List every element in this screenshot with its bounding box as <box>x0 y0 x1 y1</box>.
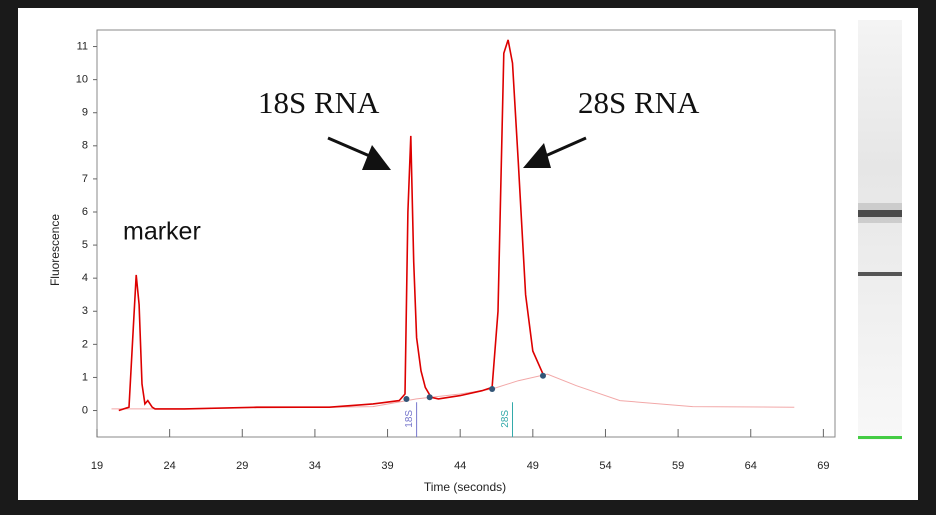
x-axis-label: Time (seconds) <box>424 480 506 494</box>
y-tick-label: 0 <box>82 404 88 416</box>
x-tick-label: 44 <box>454 460 466 472</box>
y-tick-label: 6 <box>82 206 88 218</box>
x-tick-label: 49 <box>527 460 539 472</box>
gel-marker-band <box>858 436 902 439</box>
y-axis-label: Fluorescence <box>48 214 62 286</box>
peak-bound <box>427 394 433 400</box>
y-tick-label: 9 <box>82 107 88 119</box>
y-tick-label: 3 <box>82 305 88 317</box>
x-tick-label: 69 <box>817 460 829 472</box>
annotation: marker <box>123 218 201 246</box>
gel-lane <box>858 20 902 440</box>
x-tick-label: 29 <box>236 460 248 472</box>
peak-bound <box>489 386 495 392</box>
gel-band <box>858 272 902 276</box>
x-tick-label: 39 <box>381 460 393 472</box>
y-tick-label: 11 <box>77 40 88 52</box>
annotation: 28S RNA <box>578 85 700 120</box>
peak-bound <box>540 373 546 379</box>
y-tick-label: 2 <box>82 338 88 350</box>
page: {"chart_data": {"type": "line", "xlabel"… <box>0 0 936 510</box>
x-tick-label: 59 <box>672 460 684 472</box>
x-tick-label: 34 <box>309 460 321 472</box>
y-tick-label: 4 <box>82 272 88 284</box>
y-tick-label: 1 <box>82 371 88 383</box>
peak-label: 18S <box>404 410 415 428</box>
x-tick-label: 24 <box>164 460 176 472</box>
x-tick-label: 64 <box>745 460 757 472</box>
peak-label: 28S <box>500 410 511 428</box>
panel <box>18 8 918 500</box>
y-tick-label: 10 <box>76 74 88 86</box>
peak-bound <box>403 396 409 402</box>
chart: 01234567891011192429343944495459646918S2… <box>0 0 936 510</box>
y-tick-label: 8 <box>82 140 88 152</box>
y-tick-label: 5 <box>82 239 88 251</box>
x-tick-label: 19 <box>91 460 103 472</box>
gel-band-glow <box>858 203 902 223</box>
y-tick-label: 7 <box>82 173 88 185</box>
annotation: 18S RNA <box>258 85 380 120</box>
x-tick-label: 54 <box>599 460 611 472</box>
